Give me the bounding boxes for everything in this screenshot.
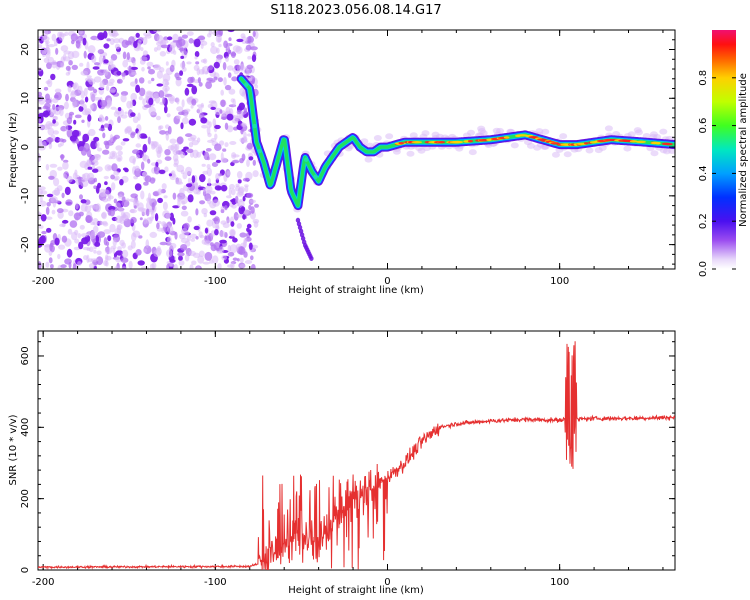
spectrogram-x-tick-label: 0 [384,276,390,287]
colorbar-tick-label: 0.4 [698,165,709,181]
spectrogram-y-tick-label: 20 [20,43,31,56]
snr-x-tick-label: 100 [550,577,569,588]
snr-axes: -200 -100 0 100 0 200 400 600 [20,330,676,588]
spectrogram-y-tick-label: 10 [20,92,31,105]
snr-y-tick-label: 600 [20,346,31,365]
snr-frame [37,330,676,571]
snr-x-axis-label: Height of straight line (km) [288,585,424,596]
snr-x-tick-label: -100 [204,577,227,588]
spectrogram-noise [38,30,260,269]
snr-x-tick-label: -200 [32,577,55,588]
spectrogram-x-tick-label: -200 [32,276,55,287]
colorbar-tick-label: 0.6 [698,118,709,134]
snr-y-tick-label: 0 [20,567,31,573]
colorbar-gradient [712,30,736,269]
snr-y-axis-label: SNR (10 * v/v) [8,414,19,485]
snr-series-line [38,341,675,570]
spectrogram-plot-area [38,30,675,269]
colorbar: Normalized spectral amplitude 0.0 0.2 0.4 0… [698,30,749,277]
snr-y-tick-label: 400 [20,418,31,437]
spectrogram-x-tick-label: -100 [204,276,227,287]
snr-x-tick-label: 0 [384,577,390,588]
colorbar-label: Normalized spectral amplitude [738,73,749,227]
colorbar-tick-label: 0.2 [698,213,709,229]
colorbar-tick-label: 0.0 [698,261,709,277]
spectrogram-x-tick-label: 100 [550,276,569,287]
spectrogram-ridge [236,73,675,262]
spectrogram-y-tick-label: -10 [20,188,31,204]
snr-plot-area [38,341,675,570]
spectrogram-y-tick-label: 0 [20,144,31,150]
snr-panel: -200 -100 0 100 0 200 400 600 Height of straigh… [8,330,676,596]
spectrogram-x-axis-label: Height of straight line (km) [288,285,424,296]
figure-title: S118.2023.056.08.14.G17 [270,3,441,18]
colorbar-tick-label: 0.8 [698,70,709,86]
snr-y-tick-label: 200 [20,489,31,508]
spectrogram-frame [37,29,676,270]
spectrogram-y-axis-label: Frequency (Hz) [8,112,19,188]
spectrogram-y-tick-label: -20 [20,236,31,252]
